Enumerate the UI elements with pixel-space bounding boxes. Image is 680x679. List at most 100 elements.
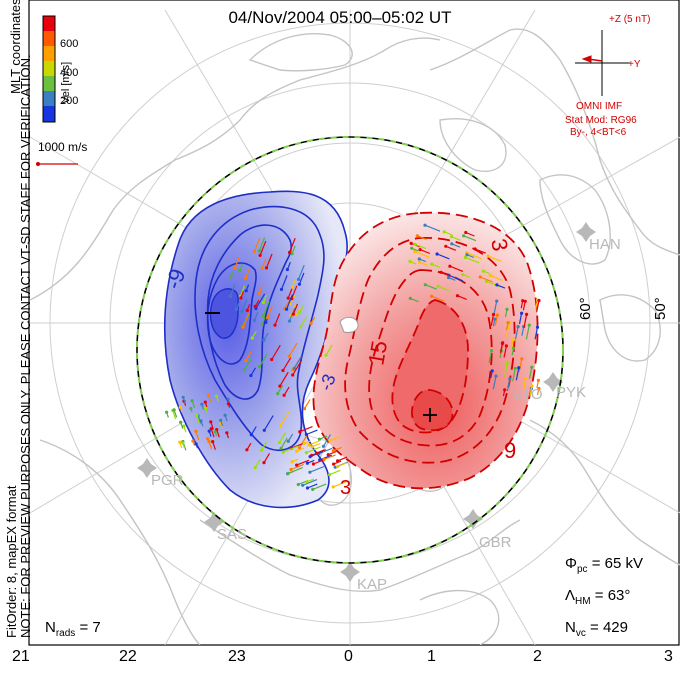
velocity-vector: [308, 440, 320, 446]
velocity-vector: [283, 386, 290, 396]
velocity-vector: [287, 467, 303, 474]
velocity-vector: [419, 249, 431, 255]
velocity-vector: [182, 442, 185, 448]
station-gbr: GBR: [479, 534, 512, 551]
velocity-vector: [250, 367, 257, 376]
velocity-vector: [260, 441, 267, 451]
velocity-vector: [465, 256, 480, 264]
velocity-vector: [173, 409, 178, 418]
velocity-vector: [215, 396, 219, 402]
velocity-vector: [337, 462, 347, 468]
velocity-vector: [291, 458, 299, 463]
velocity-vector: [457, 295, 467, 300]
imf-model: Stat Mod: RG96: [565, 115, 637, 126]
velocity-vector: [230, 270, 234, 278]
velocity-vector: [280, 275, 288, 290]
velocity-vector: [254, 299, 260, 307]
velocity-vector: [288, 342, 298, 357]
vector-origin: [513, 366, 517, 370]
velocity-vector: [292, 303, 299, 315]
contour-label-3: 3: [340, 477, 352, 499]
radar-count: Nrads = 7: [45, 619, 101, 639]
velocity-vector: [239, 285, 246, 297]
mlt-label-3: 3: [664, 648, 673, 665]
vector-origin: [527, 323, 531, 327]
velocity-vectors: [165, 223, 541, 491]
velocity-vector: [207, 394, 212, 403]
velocity-vector: [313, 459, 324, 465]
velocity-vector: [279, 371, 289, 387]
mlt-label-2: 2: [533, 648, 542, 665]
velocity-vector: [220, 423, 224, 429]
velocity-vector: [451, 243, 461, 248]
velocity-vector: [505, 322, 509, 331]
velocity-vector: [172, 410, 177, 420]
velocity-vector: [309, 465, 325, 473]
velocity-vector: [195, 443, 199, 449]
velocity-vector: [196, 415, 201, 425]
velocity-vector: [229, 284, 236, 297]
velocity-vector: [500, 343, 503, 351]
velocity-vector: [431, 295, 445, 302]
mlt-label-0: 0: [344, 648, 353, 665]
hm-latitude: ΛHM = 63°: [565, 587, 630, 607]
velocity-vector: [437, 285, 450, 292]
imf-condition: By-, 4<BT<6: [570, 127, 627, 138]
velocity-vector: [411, 247, 419, 252]
velocity-vector: [259, 240, 267, 256]
velocity-vector: [521, 326, 525, 336]
velocity-vector: [262, 300, 270, 316]
velocity-vector: [307, 459, 315, 464]
velocity-vector: [250, 426, 257, 436]
station-sto: STO: [512, 386, 543, 403]
velocity-vector: [419, 258, 427, 263]
velocity-vector: [316, 449, 325, 454]
velocity-vector: [306, 446, 321, 454]
velocity-vector: [182, 397, 186, 404]
velocity-vector: [245, 268, 250, 279]
velocity-vector: [240, 291, 245, 299]
velocity-vector: [414, 243, 427, 250]
potential-drop-value: = 65 kV: [587, 555, 643, 572]
velocity-vector: [241, 299, 248, 312]
imf-y-label: +Y: [628, 59, 641, 70]
vector-origin: [521, 299, 525, 303]
velocity-vector: [525, 324, 530, 340]
velocity-vector: [234, 256, 240, 268]
velocity-vector: [518, 313, 523, 325]
velocity-vector: [290, 463, 304, 471]
velocity-vector: [239, 263, 243, 271]
velocity-vector: [235, 301, 241, 310]
velocity-vector: [337, 456, 348, 462]
vector-origin: [524, 376, 528, 381]
velocity-vector: [493, 300, 498, 316]
velocity-vector: [492, 318, 496, 327]
contour-label-9: 9: [504, 438, 517, 463]
velocity-vector: [208, 441, 213, 450]
velocity-vector: [246, 442, 252, 451]
velocity-vector: [212, 441, 216, 450]
velocity-vector: [451, 236, 461, 241]
velocity-vector: [262, 294, 267, 303]
velocity-vector: [417, 235, 427, 240]
velocity-vector: [466, 254, 475, 259]
velocity-vector: [448, 277, 456, 281]
velocity-vector: [286, 261, 291, 270]
velocity-vector: [298, 272, 305, 285]
velocity-vector: [465, 231, 475, 237]
velocity-vector: [409, 260, 417, 265]
mlt-label-23: 23: [228, 648, 246, 665]
velocity-vector: [298, 304, 305, 314]
velocity-vector: [462, 274, 470, 278]
velocity-vector: [261, 317, 266, 325]
station-pgr: PGR: [151, 472, 184, 489]
velocity-vector: [323, 454, 336, 461]
velocity-vector: [254, 459, 261, 468]
velocity-vector: [183, 425, 187, 433]
mlt-label-1: 1: [427, 648, 436, 665]
velocity-vector: [449, 265, 464, 272]
velocity-vector: [197, 415, 202, 424]
pole-feature: [339, 316, 359, 333]
